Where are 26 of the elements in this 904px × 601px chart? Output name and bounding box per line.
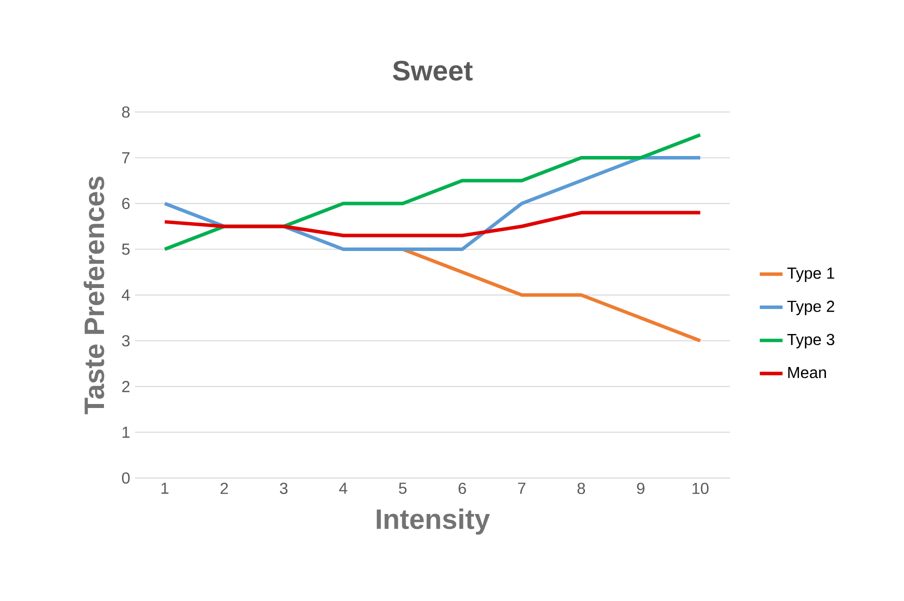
x-tick-label: 9 bbox=[637, 482, 644, 494]
x-tick-label: 3 bbox=[280, 482, 288, 494]
x-tick-label: 1 bbox=[162, 482, 168, 494]
x-tick-label: 6 bbox=[458, 482, 466, 494]
legend-label: Type 2 bbox=[787, 300, 834, 316]
legend-label: Type 1 bbox=[787, 268, 834, 282]
x-tick-label: 7 bbox=[518, 482, 526, 494]
y-tick-label: 3 bbox=[122, 335, 130, 346]
x-tick-label: 8 bbox=[577, 482, 585, 494]
x-axis-title: Intensity bbox=[376, 508, 490, 535]
x-tick-label: 5 bbox=[398, 482, 407, 494]
y-axis-title: Taste Preferences bbox=[84, 176, 104, 414]
y-tick-label: 4 bbox=[122, 290, 130, 301]
y-tick-label: 0 bbox=[122, 472, 130, 484]
y-tick-label: 6 bbox=[122, 198, 130, 210]
y-tick-label: 2 bbox=[122, 380, 130, 392]
x-tick-label: 10 bbox=[692, 482, 709, 494]
legend-label: Type 3 bbox=[787, 334, 834, 348]
chart-title: Sweet bbox=[392, 60, 473, 81]
y-tick-label: 1 bbox=[122, 426, 130, 438]
y-tick-label: 5 bbox=[122, 244, 130, 255]
y-tick-label: 8 bbox=[122, 106, 130, 118]
legend-label: Mean bbox=[788, 367, 826, 378]
x-tick-label: 2 bbox=[220, 482, 228, 494]
x-tick-label: 4 bbox=[339, 482, 348, 494]
y-tick-label: 7 bbox=[122, 152, 130, 164]
